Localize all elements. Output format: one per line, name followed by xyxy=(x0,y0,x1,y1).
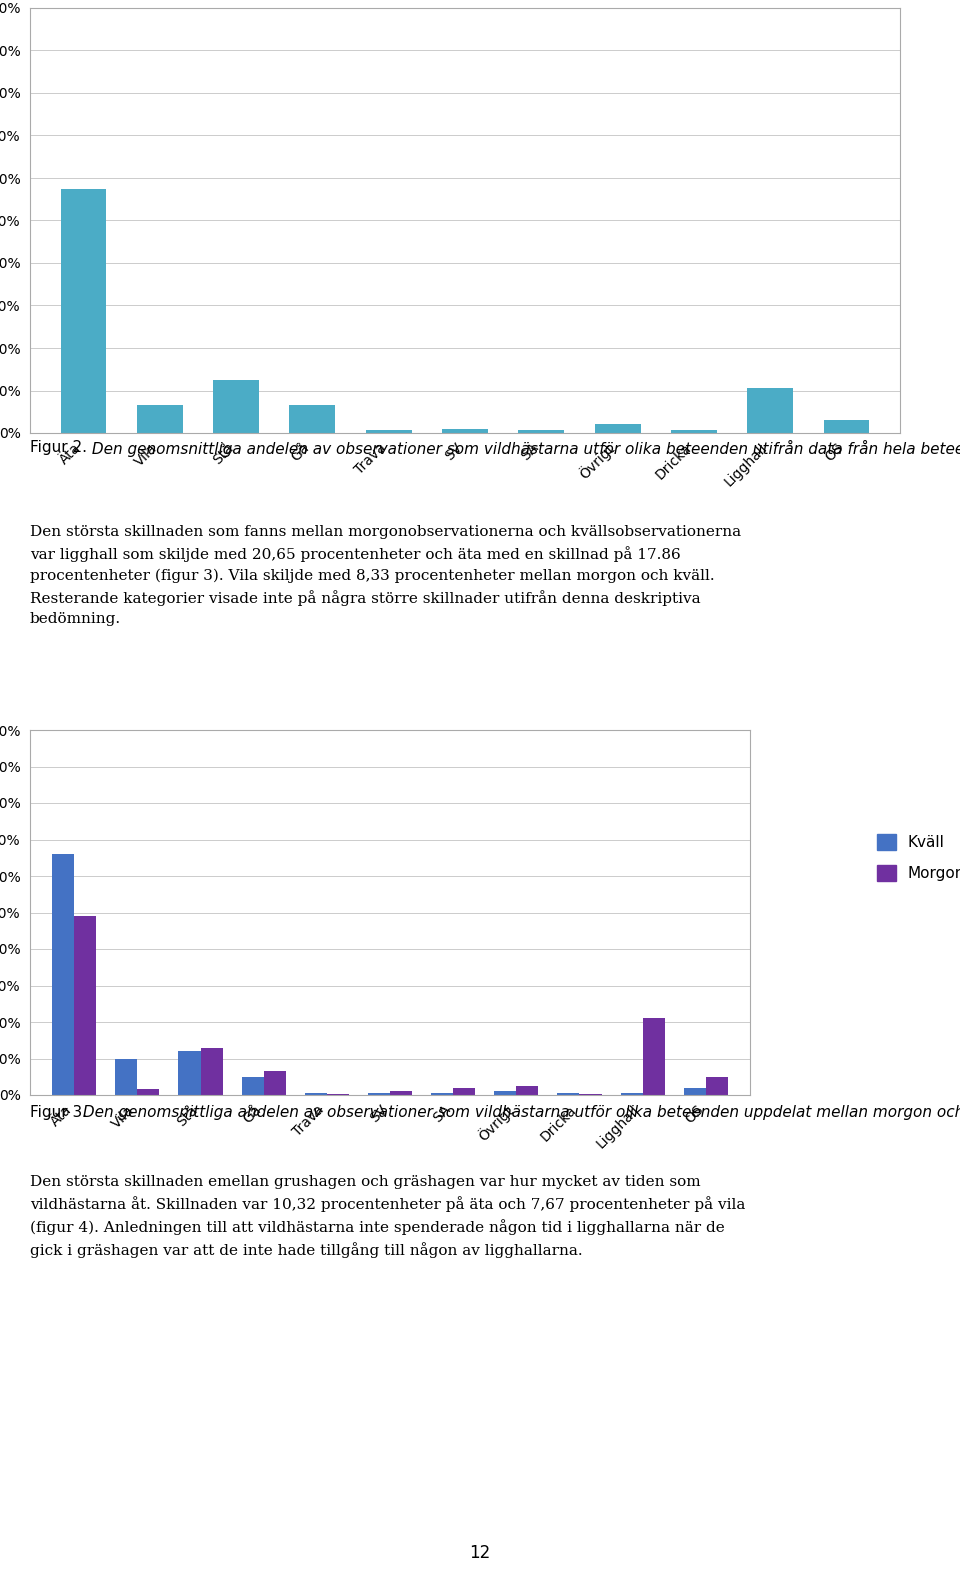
Bar xyxy=(518,430,564,433)
Bar xyxy=(706,1078,728,1095)
Bar xyxy=(179,1051,201,1095)
Bar xyxy=(390,1091,412,1095)
Text: Figur 2.: Figur 2. xyxy=(30,440,87,455)
Bar xyxy=(516,1086,539,1095)
Bar xyxy=(824,421,870,433)
Bar xyxy=(453,1087,475,1095)
Bar xyxy=(304,1094,326,1095)
Bar xyxy=(137,1089,159,1095)
Bar xyxy=(671,430,717,433)
Bar xyxy=(595,424,640,433)
Bar xyxy=(366,430,412,433)
Bar xyxy=(748,388,793,433)
Text: Den genomsnittliga andelen av observationer som vildhästarna utför olika beteend: Den genomsnittliga andelen av observatio… xyxy=(78,1105,960,1121)
Bar xyxy=(443,429,488,433)
Bar xyxy=(60,189,107,433)
Bar xyxy=(52,854,74,1095)
Text: Den genomsnittliga andelen av observationer som vildhästarna utför olika beteend: Den genomsnittliga andelen av observatio… xyxy=(86,440,960,457)
Bar xyxy=(368,1094,390,1095)
Text: Den största skillnaden som fanns mellan morgonobservationerna och kvällsobservat: Den största skillnaden som fanns mellan … xyxy=(30,525,741,626)
Bar xyxy=(201,1048,223,1095)
Bar xyxy=(213,380,259,433)
Bar xyxy=(620,1094,642,1095)
Text: Den största skillnaden emellan grushagen och gräshagen var hur mycket av tiden s: Den största skillnaden emellan grushagen… xyxy=(30,1176,745,1258)
Bar xyxy=(264,1072,286,1095)
Text: 12: 12 xyxy=(469,1544,491,1562)
Bar xyxy=(290,405,335,433)
Bar xyxy=(74,916,96,1095)
Bar xyxy=(494,1091,516,1095)
Bar xyxy=(558,1094,580,1095)
Bar xyxy=(242,1076,264,1095)
Legend: Kväll, Morgon: Kväll, Morgon xyxy=(870,826,960,889)
Bar xyxy=(115,1059,137,1095)
Text: Figur 3.: Figur 3. xyxy=(30,1105,87,1121)
Bar xyxy=(137,405,182,433)
Bar xyxy=(684,1087,706,1095)
Bar xyxy=(431,1094,453,1095)
Bar xyxy=(642,1018,664,1095)
